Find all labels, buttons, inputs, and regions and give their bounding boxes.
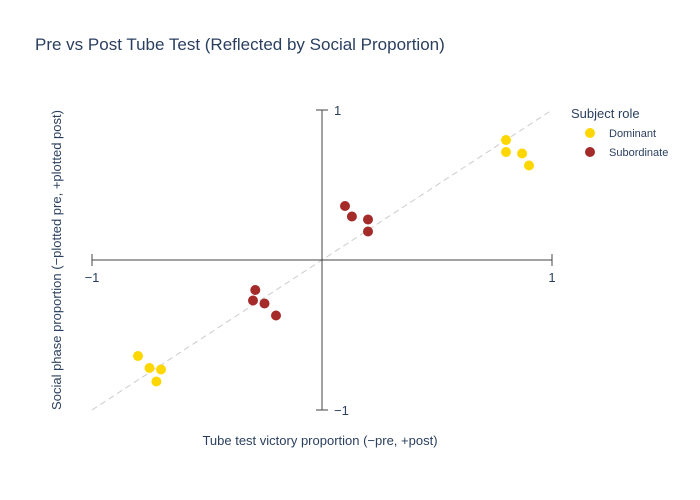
data-point-subordinate[interactable] <box>250 285 261 295</box>
legend[interactable]: Subject role Dominant Subordinate <box>571 106 668 159</box>
data-points <box>133 135 534 387</box>
data-point-dominant[interactable] <box>517 148 528 159</box>
legend-title: Subject role <box>571 106 640 121</box>
data-point-dominant[interactable] <box>144 363 155 373</box>
data-point-subordinate[interactable] <box>271 310 281 321</box>
x-tick-label: −1 <box>85 270 100 285</box>
legend-item-subordinate[interactable]: Subordinate <box>585 147 668 159</box>
plot-area: −1 1 1 −1 <box>85 103 556 418</box>
chart-title: Pre vs Post Tube Test (Reflected by Soci… <box>35 35 445 54</box>
legend-item-dominant[interactable]: Dominant <box>585 128 656 140</box>
y-tick-label: −1 <box>334 403 349 418</box>
data-point-dominant[interactable] <box>501 147 511 157</box>
data-point-dominant[interactable] <box>156 364 166 375</box>
series-dominant <box>133 135 534 387</box>
data-point-dominant[interactable] <box>133 351 143 361</box>
data-point-dominant[interactable] <box>501 135 511 145</box>
axis-ticks: −1 1 1 −1 <box>85 103 556 418</box>
data-point-dominant[interactable] <box>524 160 534 171</box>
data-point-subordinate[interactable] <box>259 298 270 309</box>
data-point-subordinate[interactable] <box>248 295 258 306</box>
data-point-subordinate[interactable] <box>340 201 350 211</box>
series-subordinate <box>248 201 373 321</box>
x-axis-title: Tube test victory proportion (−pre, +pos… <box>202 433 437 448</box>
y-axis-title: Social phase proportion (−plotted pre, +… <box>49 110 64 410</box>
data-point-subordinate[interactable] <box>346 211 357 222</box>
legend-label-subordinate: Subordinate <box>609 147 668 159</box>
legend-marker-dominant <box>585 128 595 138</box>
data-point-subordinate[interactable] <box>363 226 373 237</box>
data-point-subordinate[interactable] <box>363 214 373 225</box>
x-tick-label: 1 <box>548 270 555 285</box>
y-tick-label: 1 <box>334 103 341 118</box>
data-point-dominant[interactable] <box>151 376 162 387</box>
legend-label-dominant: Dominant <box>609 128 656 140</box>
legend-marker-subordinate <box>585 147 595 157</box>
